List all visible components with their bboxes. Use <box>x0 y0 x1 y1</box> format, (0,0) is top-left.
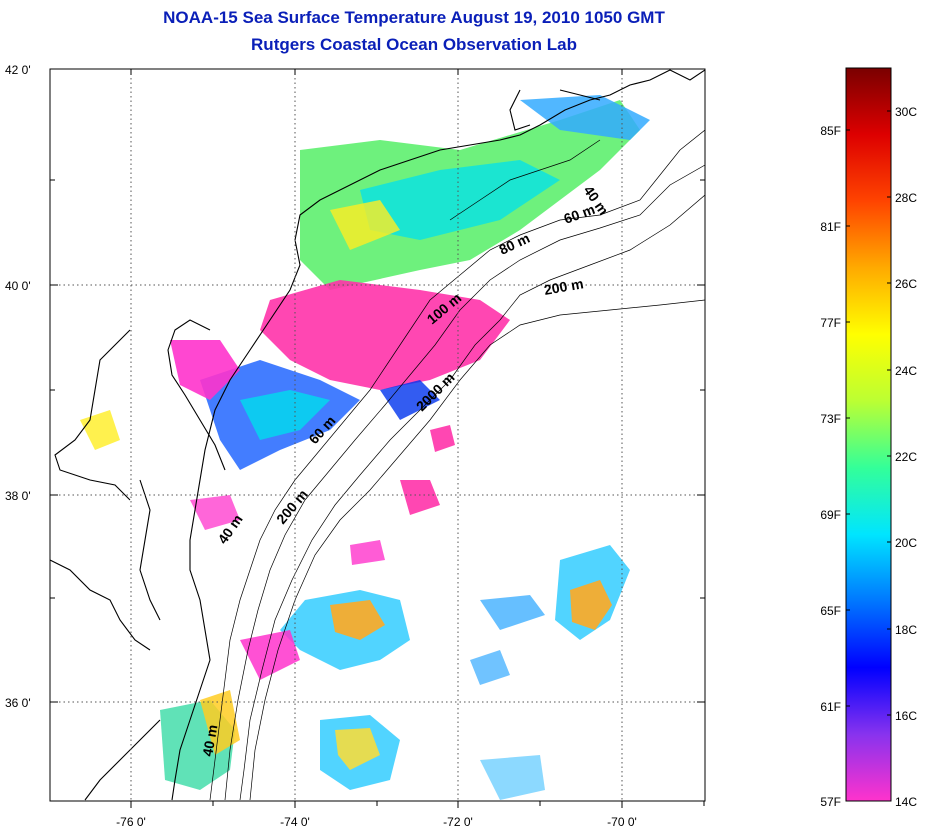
colorbar-label-f: 73F <box>820 412 841 426</box>
colorbar-label-c: 22C <box>895 450 917 464</box>
axis-ticks <box>50 68 705 808</box>
colorbar-label-f: 69F <box>820 508 841 522</box>
bathymetry-contours <box>209 129 705 801</box>
colorbar: 85F 81F 77F 73F 69F 65F 61F 57F 30C 28C … <box>820 67 917 809</box>
colorbar-label-c: 16C <box>895 709 917 723</box>
map-title: NOAA-15 Sea Surface Temperature August 1… <box>163 8 665 27</box>
colorbar-gradient <box>845 67 892 802</box>
colorbar-celsius-labels: 30C 28C 26C 24C 22C 20C 18C 16C 14C <box>895 105 917 809</box>
lon-label: -76 0' <box>116 815 146 829</box>
colorbar-label-f: 65F <box>820 604 841 618</box>
coastline <box>50 69 705 801</box>
colorbar-label-c: 18C <box>895 623 917 637</box>
contour-label: 200 m <box>543 275 585 298</box>
longitude-labels: -76 0' -74 0' -72 0' -70 0' <box>116 815 637 829</box>
lat-label: 38 0' <box>5 489 31 503</box>
contour-label: 60 m <box>562 201 597 227</box>
colorbar-label-c: 26C <box>895 277 917 291</box>
colorbar-label-c: 20C <box>895 536 917 550</box>
colorbar-label-f: 61F <box>820 700 841 714</box>
colorbar-ticks <box>846 110 891 716</box>
colorbar-label-c: 14C <box>895 795 917 809</box>
contour-label: 40 m <box>199 723 220 757</box>
contour-label: 200 m <box>273 486 311 527</box>
sst-data-layer <box>80 95 650 800</box>
colorbar-label-f: 85F <box>820 124 841 138</box>
map-subtitle: Rutgers Coastal Ocean Observation Lab <box>251 35 577 54</box>
lat-label: 42 0' <box>5 63 31 77</box>
lon-label: -74 0' <box>280 815 310 829</box>
colorbar-label-f: 81F <box>820 220 841 234</box>
colorbar-label-f: 57F <box>820 795 841 809</box>
colorbar-label-c: 28C <box>895 191 917 205</box>
graticule <box>50 69 705 801</box>
colorbar-label-c: 30C <box>895 105 917 119</box>
colorbar-label-f: 77F <box>820 316 841 330</box>
colorbar-fahrenheit-labels: 85F 81F 77F 73F 69F 65F 61F 57F <box>820 124 841 809</box>
lon-label: -70 0' <box>607 815 637 829</box>
map-area: 40 m 60 m 80 m 200 m 100 m 2000 m 60 m 2… <box>50 69 705 801</box>
lat-label: 40 0' <box>5 279 31 293</box>
latitude-labels: 42 0' 40 0' 38 0' 36 0' <box>5 63 31 710</box>
lon-label: -72 0' <box>443 815 473 829</box>
lat-label: 36 0' <box>5 696 31 710</box>
colorbar-label-c: 24C <box>895 364 917 378</box>
